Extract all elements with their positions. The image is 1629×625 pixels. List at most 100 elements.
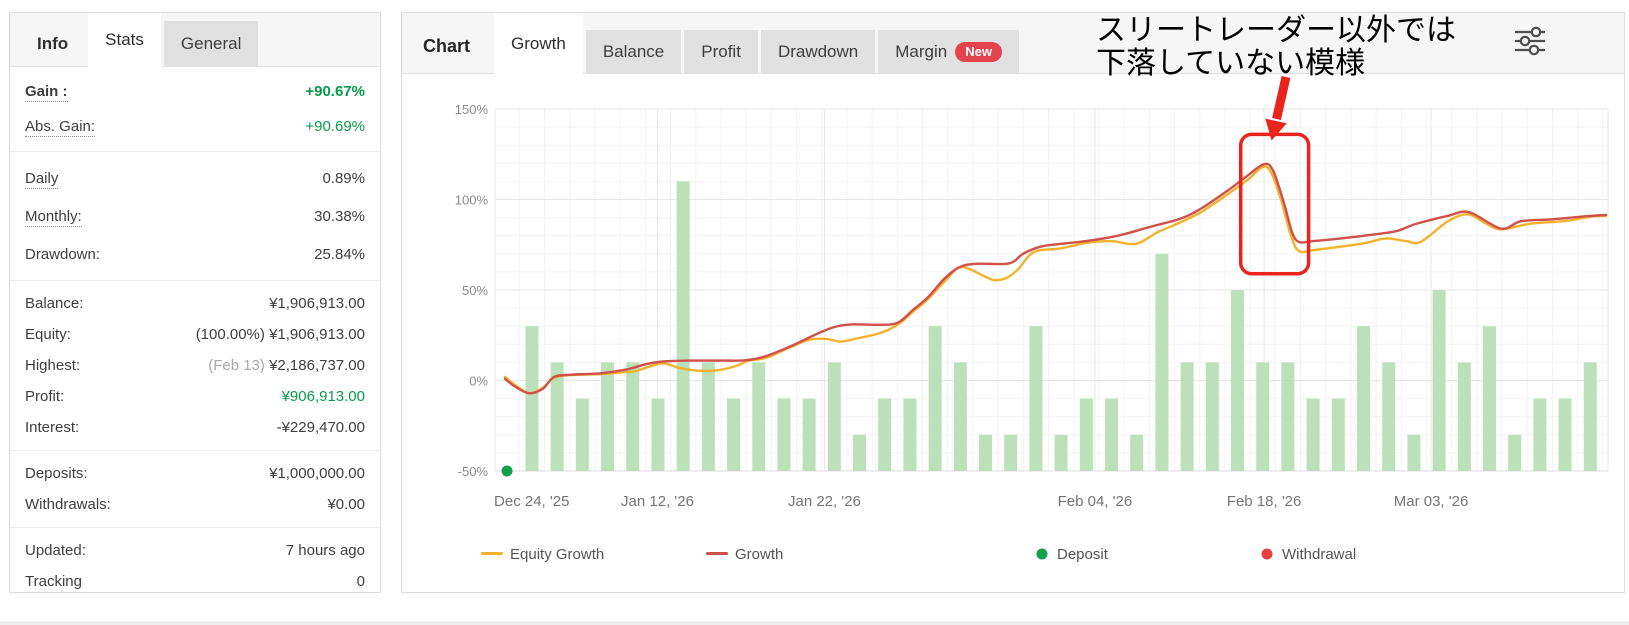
svg-text:0%: 0%	[469, 374, 488, 389]
series-equity-growth	[503, 165, 1608, 395]
stat-label: Daily	[25, 169, 59, 189]
svg-text:-50%: -50%	[458, 464, 489, 479]
tab-balance[interactable]: Balance	[585, 30, 682, 73]
stat-value: ¥906,913.00	[281, 388, 365, 405]
stat-row: Interest: -¥229,470.00	[10, 412, 380, 443]
stats-card-tabs: Info Stats General	[20, 13, 261, 67]
stat-row: Abs. Gain: +90.69%	[10, 109, 380, 144]
marker-deposit	[501, 465, 513, 477]
annotation-line1: スリートレーダー以外では	[1096, 13, 1456, 48]
legend-item-equity-growth[interactable]: Equity Growth	[481, 546, 604, 563]
stat-row: Gain : +90.67%	[10, 74, 380, 109]
stat-value: +90.69%	[305, 118, 365, 135]
stat-value: ¥1,000,000.00	[269, 465, 365, 482]
annotation-line2: 下落していない模様	[1096, 46, 1366, 81]
series-growth	[503, 162, 1608, 395]
stat-label: Withdrawals:	[25, 496, 111, 513]
chart-legend: Equity Growth Growth Deposit Withdrawal	[481, 546, 1356, 563]
stat-value: (Feb 13) ¥2,186,737.00	[208, 357, 365, 374]
stat-value: 25.84%	[314, 245, 365, 263]
svg-text:Feb 04, '26: Feb 04, '26	[1058, 493, 1133, 510]
stat-value: 0.89%	[322, 169, 365, 187]
gridlines	[494, 108, 1609, 472]
new-badge: New	[955, 41, 1002, 62]
stat-row: Deposits: ¥1,000,000.00	[10, 458, 380, 489]
tab-general[interactable]: General	[163, 21, 259, 66]
horizontal-scrollbar[interactable]	[0, 621, 1629, 625]
stat-value-prefix: (Feb 13)	[208, 357, 270, 374]
axis-labels: 150% 100% 50% 0% -50% Dec 24, '25 Jan 12, '26 J…	[455, 102, 1469, 510]
stat-value: (100.00%) ¥1,906,913.00	[195, 326, 365, 343]
stat-value: 7 hours ago	[285, 542, 365, 559]
svg-text:Withdrawal: Withdrawal	[1282, 546, 1356, 563]
stat-value: ¥0.00	[327, 496, 365, 513]
divider	[10, 527, 380, 528]
stat-value: +90.67%	[305, 83, 365, 100]
stat-value-prefix: (100.00%)	[195, 326, 270, 343]
arrow-head	[1265, 118, 1287, 141]
svg-text:100%: 100%	[455, 193, 489, 208]
legend-item-withdrawal[interactable]: Withdrawal	[1261, 546, 1357, 563]
stat-row: Tracking 0	[10, 566, 380, 597]
stat-row: Daily 0.89%	[10, 159, 380, 197]
legend-item-deposit[interactable]: Deposit	[1036, 546, 1109, 563]
stat-label: Gain :	[25, 83, 68, 102]
stat-label: Profit:	[25, 388, 65, 405]
legend-item-growth[interactable]: Growth	[706, 546, 783, 563]
stat-row: Highest: (Feb 13) ¥2,186,737.00	[10, 350, 380, 381]
stat-label: Monthly:	[25, 207, 82, 227]
stat-label: Highest:	[25, 357, 81, 374]
stat-row: Updated: 7 hours ago	[10, 535, 380, 566]
growth-chart: 150% 100% 50% 0% -50% Dec 24, '25 Jan 12, '26 J…	[455, 76, 1609, 563]
stats-group: Updated: 7 hours ago Tracking 0	[10, 528, 380, 604]
stats-list: Gain : +90.67% Abs. Gain: +90.69% Daily 0.89%…	[10, 67, 380, 604]
stat-row: Drawdown: 25.84%	[10, 235, 380, 273]
annotation-text: スリートレーダー以外では 下落していない模様	[1096, 14, 1456, 80]
stats-group: Deposits: ¥1,000,000.00 Withdrawals: ¥0.00	[10, 451, 380, 527]
svg-text:Equity Growth: Equity Growth	[510, 546, 604, 563]
tab-info[interactable]: Info	[37, 33, 69, 53]
svg-text:Dec 24, '25: Dec 24, '25	[494, 493, 569, 510]
svg-text:Deposit: Deposit	[1057, 546, 1109, 563]
svg-text:Growth: Growth	[735, 546, 783, 563]
tab-stats[interactable]: Stats	[88, 13, 161, 67]
tab-drawdown[interactable]: Drawdown	[760, 30, 876, 73]
stat-label: Interest:	[25, 419, 80, 436]
daily-change-bars	[525, 181, 1597, 471]
arrow-shaft	[1272, 76, 1291, 120]
stats-group: Balance: ¥1,906,913.00 Equity: (100.00%) ¥1…	[10, 281, 380, 450]
highlight-rect	[1238, 132, 1311, 276]
stat-value: -¥229,470.00	[276, 419, 365, 436]
svg-text:Jan 22, '26: Jan 22, '26	[788, 493, 861, 510]
chart-card-tabbar: Chart Growth Balance Profit Drawdown Margin N…	[402, 13, 1624, 74]
divider	[10, 280, 380, 281]
stats-group: Gain : +90.67% Abs. Gain: +90.69%	[10, 67, 380, 151]
stat-row: Withdrawals: ¥0.00	[10, 489, 380, 520]
tab-growth[interactable]: Growth	[494, 13, 583, 74]
stat-value: 30.38%	[314, 207, 365, 225]
tab-profit[interactable]: Profit	[684, 30, 758, 73]
svg-text:Feb 18, '26: Feb 18, '26	[1227, 493, 1302, 510]
svg-text:50%: 50%	[462, 283, 488, 298]
stat-label: Abs. Gain:	[25, 118, 96, 137]
stat-row: Profit: ¥906,913.00	[10, 381, 380, 412]
stat-value: 0	[356, 573, 365, 590]
svg-text:Mar 03, '26: Mar 03, '26	[1394, 493, 1469, 510]
svg-text:150%: 150%	[455, 102, 489, 117]
stat-label: Deposits:	[25, 465, 88, 482]
divider	[10, 450, 380, 451]
stat-label: Drawdown:	[25, 245, 101, 263]
stat-label: Updated:	[25, 542, 86, 559]
highlight-annotation	[1238, 76, 1311, 276]
stat-label: Balance:	[25, 295, 84, 312]
stats-card-tabbar: Info Stats General	[10, 13, 380, 67]
stats-group: Daily 0.89% Monthly: 30.38% Drawdown: 25.84%	[10, 152, 380, 280]
stat-value: ¥1,906,913.00	[269, 295, 365, 312]
divider	[10, 151, 380, 152]
stat-label: Tracking	[25, 573, 82, 590]
tab-margin[interactable]: Margin New	[878, 30, 1019, 73]
stat-row: Equity: (100.00%) ¥1,906,913.00	[10, 319, 380, 350]
chart-card: Chart Growth Balance Profit Drawdown Margin N…	[401, 12, 1625, 593]
chart-settings-icon[interactable]	[1512, 23, 1548, 64]
